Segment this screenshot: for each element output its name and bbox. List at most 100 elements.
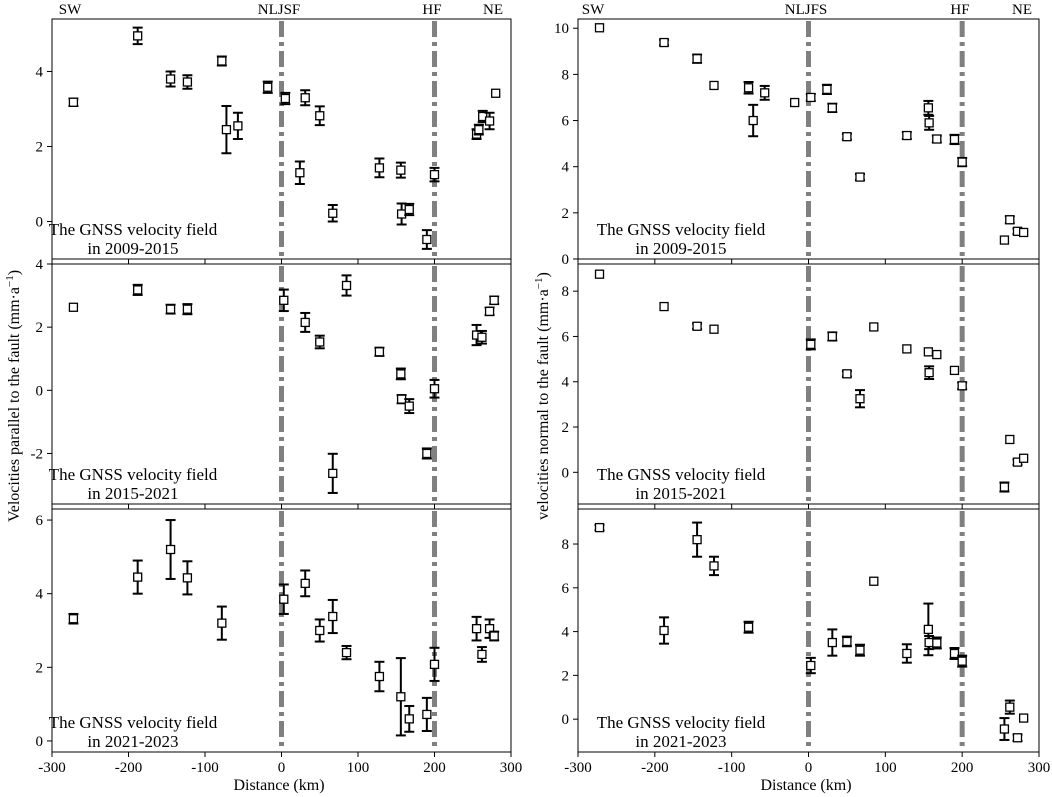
xtick-label: 0 <box>278 760 286 776</box>
annotation-line1: The GNSS velocity field <box>597 220 766 239</box>
panel-right-top: 0 2 4 6 8 10 The GNSS velocity field in 2009-20… <box>554 18 1040 268</box>
ytick-label: 4 <box>562 625 570 641</box>
right-label-sw: SW <box>582 2 605 18</box>
data-point <box>709 80 719 91</box>
right-label-ne: NE <box>1012 2 1032 18</box>
ytick-label: 6 <box>36 513 44 529</box>
annotation-line2: in 2015-2021 <box>87 484 178 503</box>
data-point <box>855 645 865 655</box>
data-point <box>165 74 176 84</box>
ytick-label: 0 <box>562 252 570 268</box>
data-point <box>827 103 837 113</box>
data-point <box>422 234 432 245</box>
annotation-line1: The GNSS velocity field <box>597 713 766 732</box>
data-point <box>902 344 912 354</box>
data-point <box>594 269 605 279</box>
data-point <box>659 37 669 48</box>
data-point <box>692 54 702 64</box>
data-point <box>932 638 942 648</box>
data-point <box>68 97 79 107</box>
data-point <box>133 572 143 582</box>
data-point <box>217 56 227 66</box>
data-point <box>932 134 942 144</box>
data-point <box>949 648 960 659</box>
ytick-label: 0 <box>36 383 44 399</box>
data-point <box>1018 713 1029 723</box>
ytick-label: 4 <box>562 160 570 176</box>
right-label-fault2: HF <box>950 2 969 18</box>
panel-annotation: The GNSS velocity field in 2021-2023 <box>49 713 218 751</box>
xtick-label: -200 <box>115 760 143 776</box>
data-point <box>709 324 719 334</box>
panel-right-middle: 0 2 4 6 8 The GNSS velocity field in 2015-2021 <box>562 263 1040 509</box>
panel-annotation: The GNSS velocity field in 2015-2021 <box>597 465 766 503</box>
ytick-label: 4 <box>36 257 44 273</box>
data-point <box>300 578 310 589</box>
annotation-line2: in 2009-2015 <box>635 239 726 258</box>
xtick-label: 100 <box>347 760 370 776</box>
data-point <box>659 301 669 312</box>
data-point <box>477 649 487 660</box>
data-point <box>491 88 501 98</box>
ytick-label: 2 <box>562 668 570 684</box>
ytick-label: 6 <box>562 114 570 130</box>
panel-left-top: 0 2 4 The GNSS velocity field in 2009-2015 <box>36 18 512 264</box>
xtick-label: 200 <box>423 760 446 776</box>
annotation-line1: The GNSS velocity field <box>49 713 218 732</box>
left-ylabel: Velocities parallel to the fault (mm·a−1… <box>4 270 23 522</box>
data-point <box>404 204 414 215</box>
annotation-line1: The GNSS velocity field <box>49 465 218 484</box>
ytick-label: 4 <box>36 65 44 81</box>
data-point <box>165 304 176 314</box>
data-point <box>300 317 310 328</box>
data-point <box>692 534 702 545</box>
data-point <box>477 332 487 342</box>
data-point <box>822 84 832 95</box>
data-point <box>999 482 1010 492</box>
data-point <box>429 384 440 394</box>
data-point <box>300 93 310 103</box>
panel-annotation: The GNSS velocity field in 2015-2021 <box>49 465 218 503</box>
data-point <box>404 714 414 724</box>
data-point <box>396 165 406 175</box>
data-point <box>328 611 338 622</box>
left-label-sw: SW <box>59 2 82 18</box>
data-point <box>484 306 495 317</box>
data-point <box>221 124 232 135</box>
data-point <box>315 337 325 347</box>
data-point <box>659 625 669 636</box>
data-point <box>827 331 837 342</box>
data-point <box>182 77 193 87</box>
data-point <box>182 573 193 583</box>
panel-left-bottom: 0 2 4 6 -300 -200 -100 0 100 200 300 The GNSS veloc… <box>36 508 523 776</box>
xtick-label: -100 <box>718 760 746 776</box>
data-point <box>949 365 960 376</box>
ytick-label: 0 <box>36 215 44 231</box>
annotation-line2: in 2021-2023 <box>87 732 178 751</box>
data-point <box>855 394 865 404</box>
ytick-label: 6 <box>562 581 570 597</box>
xtick-label: 300 <box>500 760 523 776</box>
ytick-label: 10 <box>554 21 569 37</box>
data-point <box>869 322 879 332</box>
data-point <box>743 83 754 93</box>
data-point <box>315 625 325 636</box>
ytick-label: 4 <box>36 587 44 603</box>
data-point <box>263 82 273 92</box>
data-point <box>328 208 338 218</box>
data-point <box>949 134 960 145</box>
ytick-label: 2 <box>36 140 44 156</box>
data-point <box>422 709 432 720</box>
ytick-label: 2 <box>562 420 570 436</box>
right-xlabel: Distance (km) <box>760 777 851 794</box>
data-point <box>1018 453 1029 463</box>
data-point <box>396 209 407 219</box>
data-point <box>594 522 605 533</box>
data-point <box>999 235 1010 245</box>
data-point <box>923 103 934 113</box>
data-point <box>1018 227 1029 238</box>
data-point <box>924 637 934 648</box>
annotation-line2: in 2015-2021 <box>635 484 726 503</box>
xtick-label: -100 <box>191 760 219 776</box>
data-point <box>484 116 495 126</box>
